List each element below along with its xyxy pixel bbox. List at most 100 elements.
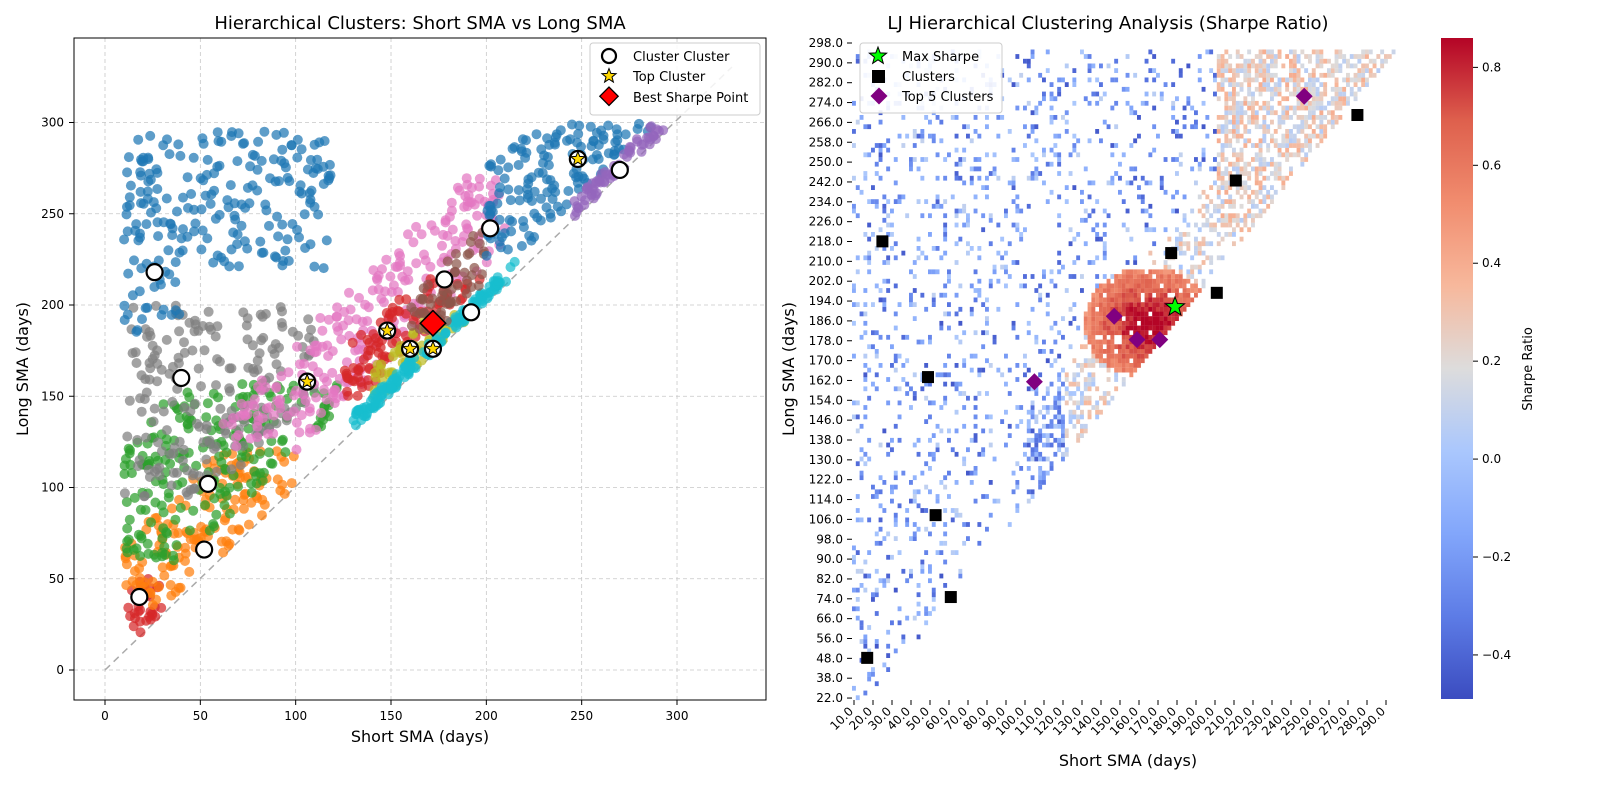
heatmap-cell: [981, 494, 986, 499]
heatmap-cell: [985, 152, 989, 158]
cluster-point: [545, 212, 556, 223]
heatmap-cell: [1148, 68, 1153, 73]
heatmap-cell: [1175, 274, 1179, 279]
heatmap-cell: [1323, 105, 1328, 111]
heatmap-cell: [924, 395, 929, 401]
left-y-tick-label: 50: [49, 572, 64, 586]
heatmap-cell: [1220, 171, 1225, 176]
heatmap-cell: [1167, 274, 1172, 279]
heatmap-cell: [1106, 400, 1111, 406]
cluster-point: [318, 161, 329, 172]
heatmap-cell: [1384, 54, 1388, 59]
heatmap-cell: [1137, 283, 1141, 289]
heatmap-cell: [1308, 100, 1312, 106]
cluster-point: [173, 352, 184, 363]
cluster-point: [561, 199, 572, 210]
heatmap-cell: [1243, 166, 1248, 172]
heatmap-cell: [1182, 306, 1187, 312]
heatmap-cell: [1357, 54, 1362, 59]
heatmap-cell: [1391, 49, 1396, 55]
cluster-point: [329, 398, 340, 409]
cluster-point: [156, 364, 167, 375]
cluster-point: [119, 234, 130, 245]
cluster-point: [121, 497, 132, 507]
heatmap-cell: [863, 311, 868, 317]
heatmap-cell: [992, 339, 997, 345]
heatmap-cell: [1091, 349, 1096, 354]
heatmap-cell: [1224, 138, 1229, 144]
heatmap-cell: [859, 189, 864, 195]
heatmap-cell: [867, 550, 872, 555]
heatmap-cell: [958, 236, 963, 242]
cluster-point: [239, 138, 250, 149]
heatmap-cell: [1011, 222, 1016, 228]
heatmap-cell: [1095, 297, 1100, 303]
heatmap-cell: [1030, 405, 1035, 410]
heatmap-cell: [947, 311, 951, 317]
heatmap-cell: [1057, 152, 1062, 158]
cluster-point: [361, 401, 372, 412]
heatmap-cell: [1140, 199, 1145, 204]
cluster-point: [620, 129, 631, 140]
cluster-point: [296, 144, 307, 155]
heatmap-cell: [1095, 320, 1100, 326]
heatmap-cell: [1186, 292, 1191, 298]
heatmap-cell: [1114, 292, 1119, 298]
heatmap-cell: [1072, 377, 1077, 382]
heatmap-cell: [1239, 217, 1244, 223]
heatmap-cell: [1034, 442, 1039, 448]
heatmap-cell: [916, 199, 921, 204]
cluster-point: [123, 534, 134, 545]
heatmap-cell: [1365, 63, 1369, 69]
cluster-point: [494, 214, 505, 225]
heatmap-cell: [1243, 72, 1248, 78]
heatmap-cell: [867, 367, 872, 373]
heatmap-cell: [1004, 208, 1008, 214]
heatmap-cell: [985, 306, 989, 312]
heatmap-cell: [1110, 358, 1115, 364]
heatmap-cell: [1239, 166, 1244, 172]
heatmap-cell: [1167, 320, 1172, 326]
cluster-point: [284, 176, 295, 187]
cluster-point: [141, 219, 152, 230]
heatmap-cell: [905, 517, 910, 523]
heatmap-cell: [1232, 72, 1236, 78]
right-y-tick-label: 82.0: [816, 572, 843, 586]
heatmap-cell: [1125, 302, 1130, 307]
heatmap-cell: [1026, 133, 1031, 139]
heatmap-cell: [1171, 311, 1176, 317]
cluster-point: [567, 119, 577, 130]
heatmap-cell: [1194, 180, 1198, 186]
heatmap-cell: [1087, 306, 1092, 312]
heatmap-cell: [1114, 143, 1119, 148]
heatmap-cell: [1087, 334, 1092, 340]
heatmap-cell: [1266, 143, 1271, 148]
heatmap-cell: [1129, 143, 1134, 148]
heatmap-cell: [893, 199, 898, 204]
cluster-point: [529, 186, 540, 197]
cluster-point: [267, 458, 278, 469]
cluster-point: [196, 381, 206, 392]
heatmap-cell: [928, 339, 932, 345]
heatmap-cell: [977, 255, 982, 261]
heatmap-cell: [1053, 423, 1058, 429]
heatmap-cell: [1053, 414, 1058, 420]
cluster-point: [166, 590, 177, 601]
heatmap-cell: [1338, 96, 1343, 102]
heatmap-cell: [874, 199, 879, 204]
heatmap-cell: [867, 395, 872, 401]
heatmap-cell: [855, 119, 860, 125]
right-legend-box: [859, 42, 1003, 114]
cluster-point: [144, 168, 155, 179]
cluster-point: [212, 250, 223, 261]
heatmap-cell: [855, 587, 860, 593]
heatmap-cell: [1121, 377, 1126, 382]
heatmap-cell: [863, 302, 868, 307]
heatmap-cell: [1076, 414, 1081, 420]
heatmap-cell: [1163, 283, 1168, 289]
heatmap-cell: [1277, 143, 1282, 148]
heatmap-cell: [1110, 180, 1115, 186]
heatmap-cell: [1216, 96, 1221, 102]
heatmap-cell: [1087, 395, 1092, 401]
heatmap-cell: [1148, 283, 1153, 289]
